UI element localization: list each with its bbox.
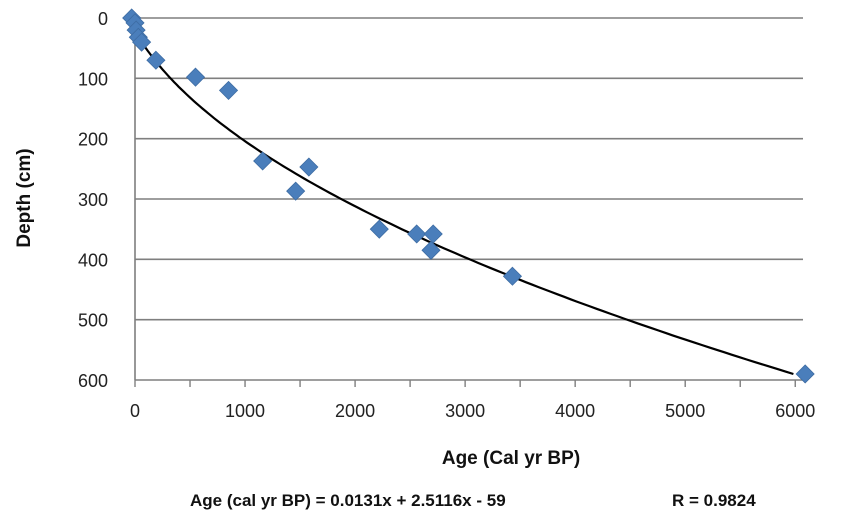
y-tick-label: 200 [78,130,108,150]
gridlines [134,17,803,381]
x-axis-title: Age (Cal yr BP) [442,448,580,469]
x-tick-label: 0 [130,401,140,421]
data-point [299,157,319,177]
data-point [795,364,815,384]
data-point [253,151,273,171]
y-tick-label: 100 [78,69,108,89]
data-point [146,50,166,70]
data-points [122,8,815,384]
data-point [421,240,441,260]
x-axis-ticks: 0 1000 2000 3000 4000 5000 6000 [130,380,815,421]
x-tick-label: 6000 [775,401,815,421]
y-tick-label: 0 [98,9,108,29]
y-tick-label: 300 [78,190,108,210]
y-tick-label: 500 [78,311,108,331]
r-value-label: R = 0.9824 [672,491,756,510]
x-tick-label: 3000 [445,401,485,421]
data-point [286,181,306,201]
x-tick-label: 2000 [335,401,375,421]
x-tick-label: 4000 [555,401,595,421]
data-point [369,219,389,239]
x-tick-label: 5000 [665,401,705,421]
y-tick-label: 600 [78,371,108,391]
data-point [502,266,523,286]
data-point [407,224,427,244]
data-point [218,80,239,100]
trendline [131,25,794,376]
y-tick-label: 400 [78,250,108,270]
x-tick-label: 1000 [225,401,265,421]
data-point [185,67,206,87]
trendline-equation: Age (cal yr BP) = 0.0131x + 2.5116x - 59 [190,491,506,510]
y-axis-ticks: 0 100 200 300 400 500 600 [78,9,108,391]
data-point [132,32,152,52]
y-axis-title: Depth (cm) [14,148,35,247]
